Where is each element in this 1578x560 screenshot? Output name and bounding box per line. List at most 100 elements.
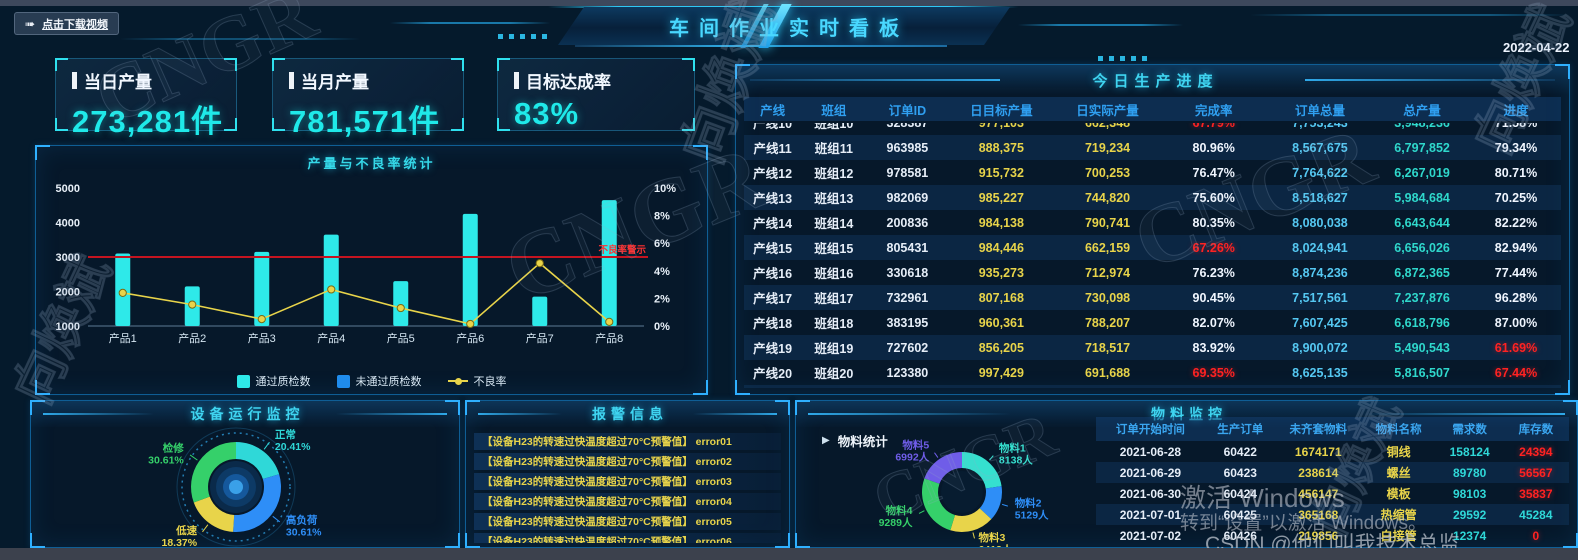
table-row: 产线14 班组14 200836 984,138 790,741 80.35% 8,080,… bbox=[744, 210, 1561, 235]
table-row: 产线18 班组18 383195 960,361 788,207 82.07% 7,607,… bbox=[744, 310, 1561, 335]
corner-accent bbox=[682, 118, 695, 131]
table-cell: 5,984,684 bbox=[1394, 190, 1450, 205]
label-leader-line bbox=[1001, 503, 1009, 507]
table-cell: 7,764,622 bbox=[1292, 165, 1348, 180]
donut-slice-label: 物料36412人 bbox=[979, 531, 1013, 547]
material-table-cell: 螺丝 bbox=[1386, 466, 1411, 480]
table-cell: 8,024,941 bbox=[1292, 240, 1348, 255]
table-cell: 730,098 bbox=[1084, 290, 1131, 305]
bottom-bar bbox=[0, 548, 1578, 560]
device-panel-header: 设备运行监控 bbox=[31, 401, 459, 427]
table-cell: 8,080,038 bbox=[1292, 215, 1348, 230]
material-table-cell: 158124 bbox=[1449, 444, 1490, 459]
legend-item[interactable]: 未通过质检数 bbox=[336, 373, 422, 389]
table-row: 产线11 班组11 963985 888,375 719,234 80.96% 8,567,… bbox=[744, 135, 1561, 160]
right-axis-tick: 2% bbox=[654, 293, 670, 305]
line-point bbox=[257, 315, 266, 324]
table-cell: 744,820 bbox=[1084, 190, 1131, 205]
legend-item[interactable]: 通过质检数 bbox=[236, 373, 311, 389]
bar bbox=[323, 234, 339, 326]
material-table-row: 2021-06-29 60423 238614 螺丝 89780 56567 bbox=[1096, 462, 1569, 483]
table-row: 产线13 班组13 982069 985,227 744,820 75.60% 8,518,… bbox=[744, 185, 1561, 210]
table-row: 产线19 班组19 727602 856,205 718,517 83.92% 8,900,… bbox=[744, 335, 1561, 360]
material-stats-label: 物料统计 bbox=[837, 435, 888, 449]
table-cell: 888,375 bbox=[978, 140, 1024, 155]
legend-label: 不良率 bbox=[473, 376, 507, 388]
table-cell: 79.34% bbox=[1494, 140, 1538, 155]
material-table-cell: 365168 bbox=[1298, 507, 1339, 522]
kpi-label: 当日产量 bbox=[84, 73, 152, 92]
table-cell: 915,732 bbox=[978, 165, 1024, 180]
alarm-item: 【设备H23的转速过快温度超过70°C预警值】 error01 bbox=[474, 433, 781, 450]
kpi-card-daily-output: 当日产量 273,281件 bbox=[55, 58, 237, 139]
material-table-cell: 铜线 bbox=[1386, 445, 1411, 459]
legend-swatch-icon bbox=[447, 377, 468, 385]
table-cell: 产线11 bbox=[753, 142, 792, 156]
donut-slice bbox=[190, 442, 236, 503]
corner-accent bbox=[497, 58, 510, 71]
left-axis-tick: 5000 bbox=[56, 183, 80, 195]
material-table-cell: 45284 bbox=[1519, 507, 1553, 522]
legend-item[interactable]: 不良率 bbox=[447, 373, 507, 389]
material-table-cell: 56567 bbox=[1519, 465, 1553, 480]
table-cell: 67.44% bbox=[1494, 365, 1538, 380]
top-strip bbox=[0, 0, 1578, 6]
table-cell: 982069 bbox=[886, 190, 929, 205]
column-header: 订单总量 bbox=[1294, 103, 1345, 118]
device-status-donut-chart: 正常 20.41% 高负荷 30.61% 低速 18.37% 检修 30.61% bbox=[148, 427, 322, 549]
table-cell: 70.25% bbox=[1494, 190, 1538, 205]
alarm-item: 【设备H23的转速过快温度超过70°C预警值】 error03 bbox=[474, 473, 781, 490]
table-cell: 6,797,852 bbox=[1394, 140, 1450, 155]
table-cell: 班组18 bbox=[814, 317, 854, 331]
table-scroll-viewport[interactable]: 产线10 班组10 328387977,103662,34867.79%7,753,… bbox=[744, 123, 1561, 388]
category-label: 产品5 bbox=[387, 331, 415, 345]
material-table-cell: 2021-06-30 bbox=[1119, 486, 1182, 501]
material-table-cell: 60424 bbox=[1223, 486, 1257, 501]
alarm-list[interactable]: 【设备H23的转速过快温度超过70°C预警值】 error01 【设备H23的转速… bbox=[474, 433, 781, 543]
download-video-button[interactable]: ➠ 点击下载视频 bbox=[14, 12, 120, 35]
material-table-cell: 2021-07-01 bbox=[1119, 507, 1182, 522]
table-cell: 班组19 bbox=[814, 342, 854, 356]
page-title: 车间作业实时看板 bbox=[669, 17, 909, 40]
table-row: 产线20 班组20 123380 997,429 691,688 69.35% 8,625,… bbox=[744, 360, 1561, 385]
device-panel-title: 设备运行监控 bbox=[190, 406, 305, 422]
material-table-cell: 热缩管 bbox=[1380, 508, 1417, 522]
label-leader-line bbox=[972, 532, 975, 539]
table-cell: 班组20 bbox=[814, 367, 854, 381]
table-cell: 200836 bbox=[886, 215, 929, 230]
table-cell: 班组15 bbox=[814, 242, 854, 256]
donut-slice bbox=[922, 478, 955, 531]
table-cell: 6,656,026 bbox=[1394, 240, 1450, 255]
table-cell: 5,490,543 bbox=[1394, 340, 1450, 355]
table-cell: 8,874,236 bbox=[1292, 265, 1348, 280]
table-cell: 7,237,876 bbox=[1394, 290, 1450, 305]
category-label: 产品2 bbox=[178, 331, 206, 345]
bar bbox=[393, 281, 409, 326]
material-table-cell: 60426 bbox=[1223, 528, 1257, 543]
header-deco-dots-right bbox=[1098, 56, 1150, 61]
table-cell: 6,267,019 bbox=[1394, 165, 1450, 180]
material-table-cell: 60425 bbox=[1223, 507, 1257, 522]
right-axis-tick: 4% bbox=[654, 266, 670, 278]
donut-slice-label: 物料5 6992人 bbox=[895, 438, 929, 463]
column-header: 订单ID bbox=[888, 103, 927, 118]
table-cell: 69.35% bbox=[1192, 365, 1235, 380]
header-deco-dots-left bbox=[498, 34, 550, 39]
table-cell: 产线12 bbox=[753, 167, 793, 181]
legend-swatch-icon bbox=[236, 374, 250, 388]
category-label: 产品4 bbox=[317, 331, 345, 345]
download-arrow-icon: ➠ bbox=[25, 16, 36, 31]
material-table-cell: 29592 bbox=[1452, 507, 1487, 522]
table-cell: 80.35% bbox=[1192, 215, 1235, 230]
material-stats-label-row: ▶ 物料统计 bbox=[822, 431, 888, 450]
label-leader-line bbox=[272, 515, 281, 523]
table-cell: 产线19 bbox=[753, 342, 793, 356]
table-cell: 产线10 bbox=[753, 123, 793, 131]
material-column-header: 库存数 bbox=[1518, 424, 1554, 436]
line-point bbox=[118, 288, 127, 297]
material-table-cell: 98103 bbox=[1452, 486, 1487, 501]
corner-accent bbox=[682, 58, 695, 71]
table-cell: 788,207 bbox=[1084, 315, 1131, 330]
table-cell: 82.22% bbox=[1494, 215, 1538, 230]
header-deco-line-right bbox=[1018, 24, 1183, 26]
